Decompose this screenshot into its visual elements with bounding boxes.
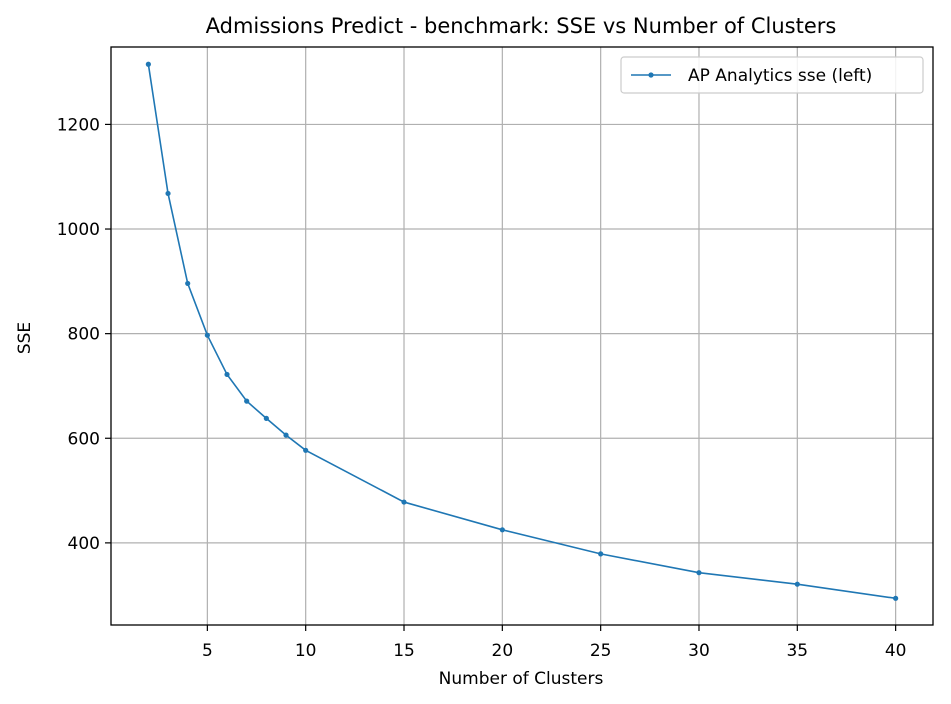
y-tick-label: 1000: [57, 220, 100, 240]
data-point: [499, 527, 505, 533]
legend-box: [620, 56, 924, 94]
data-point: [185, 280, 191, 287]
data-point: [263, 415, 269, 421]
data-point: [204, 332, 210, 338]
legend: AP Analytics sse (left): [620, 56, 924, 94]
data-point: [401, 499, 407, 505]
data-point: [598, 551, 604, 557]
x-tick-label: 25: [590, 641, 612, 661]
data-point: [893, 595, 899, 601]
data-point: [145, 61, 151, 67]
chart-title: Admissions Predict - benchmark: SSE vs N…: [206, 14, 837, 38]
x-tick-label: 30: [688, 641, 710, 661]
axis-ticks: 5 10 15 20 25 30 35 40 400 600 800 1000 1200: [57, 115, 907, 661]
x-tick-label: 15: [393, 641, 415, 661]
data-point: [165, 190, 171, 197]
legend-label: AP Analytics sse (left): [688, 66, 872, 86]
legend-marker-swatch: [648, 72, 654, 78]
y-tick-label: 400: [68, 534, 100, 554]
data-point: [696, 570, 702, 576]
x-axis-label: Number of Clusters: [439, 669, 604, 689]
series-line: [147, 64, 896, 600]
y-tick-label: 800: [68, 325, 100, 345]
x-tick-label: 10: [295, 641, 317, 661]
y-tick-label: 600: [68, 429, 100, 449]
x-tick-label: 5: [202, 641, 213, 661]
y-axis-label: SSE: [15, 322, 35, 354]
x-tick-label: 40: [885, 641, 907, 661]
grid: [111, 47, 933, 625]
y-tick-label: 1200: [57, 115, 100, 135]
x-tick-label: 35: [786, 641, 808, 661]
series-layer: [145, 61, 899, 601]
data-point: [303, 447, 309, 453]
plot-area-frame: [110, 46, 934, 626]
data-point: [244, 398, 250, 404]
data-point: [283, 432, 289, 438]
x-tick-label: 20: [492, 641, 514, 661]
data-point: [224, 371, 230, 378]
data-point: [794, 581, 800, 587]
